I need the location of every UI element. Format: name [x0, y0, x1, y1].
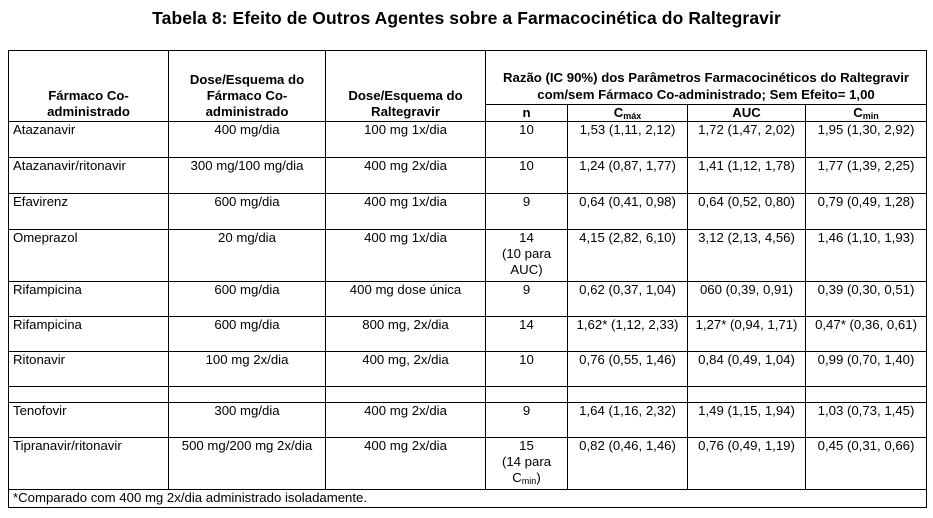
table-row: Efavirenz 600 mg/dia 400 mg 1x/dia 9 0,6…	[8, 193, 928, 230]
footnote: *Comparado com 400 mg 2x/dia administrad…	[7, 489, 928, 508]
cell-raltegravir-dose: 100 mg 1x/dia	[325, 121, 486, 158]
cell-auc: 0,64 (0,52, 0,80)	[687, 193, 806, 230]
cell-raltegravir-dose: 400 mg 2x/dia	[325, 437, 486, 490]
cell-drug-dose: 300 mg/100 mg/dia	[168, 157, 326, 194]
empty-row	[8, 386, 928, 403]
table-row: Tipranavir/ritonavir 500 mg/200 mg 2x/di…	[8, 437, 928, 490]
header-raltegravir-dose: Dose/Esquema do Raltegravir	[325, 50, 486, 122]
cell-cmin: 0,79 (0,49, 1,28)	[804, 193, 928, 230]
empty-cell	[567, 386, 688, 403]
cell-auc: 1,72 (1,47, 2,02)	[687, 121, 806, 158]
cell-n: 9	[485, 281, 568, 317]
empty-cell	[485, 386, 568, 403]
cell-drug-dose: 100 mg 2x/dia	[168, 351, 326, 387]
empty-cell	[325, 386, 486, 403]
header-auc: AUC	[687, 104, 806, 122]
cell-cmin: 0,45 (0,31, 0,66)	[804, 437, 928, 490]
header-ratio: Razão (IC 90%) dos Parâmetros Farmacocin…	[484, 50, 928, 105]
cell-raltegravir-dose: 400 mg 1x/dia	[325, 229, 486, 282]
cell-cmin: 1,95 (1,30, 2,92)	[804, 121, 928, 158]
cell-cmax: 0,82 (0,46, 1,46)	[567, 437, 688, 490]
table-row: Omeprazol 20 mg/dia 400 mg 1x/dia 14 (10 …	[8, 229, 928, 282]
cell-cmax: 1,64 (1,16, 2,32)	[567, 402, 688, 438]
cell-n: 10	[485, 157, 568, 194]
cell-n-note: (10 para AUC)	[501, 246, 552, 277]
cell-cmin: 1,77 (1,39, 2,25)	[804, 157, 928, 194]
footnote-row: *Comparado com 400 mg 2x/dia administrad…	[7, 489, 928, 508]
cell-n: 10	[485, 351, 568, 387]
empty-cell	[687, 386, 806, 403]
header-row: Fármaco Co-administrado Dose/Esquema do …	[8, 50, 928, 122]
cell-drug: Atazanavir	[8, 121, 169, 158]
cell-drug-dose: 600 mg/dia	[168, 281, 326, 317]
table-title: Tabela 8: Efeito de Outros Agentes sobre…	[152, 8, 781, 28]
cell-cmin: 0,47* (0,36, 0,61)	[804, 316, 928, 352]
cell-n: 14	[485, 316, 568, 352]
header-cmax: Cmáx	[567, 104, 688, 122]
cell-auc: 3,12 (2,13, 4,56)	[687, 229, 806, 282]
cell-drug-dose: 300 mg/dia	[168, 402, 326, 438]
table-row: Rifampicina 600 mg/dia 800 mg, 2x/dia 14…	[8, 316, 928, 352]
cell-drug: Atazanavir/ritonavir	[8, 157, 169, 194]
cell-n: 9	[485, 402, 568, 438]
cell-n: 9	[485, 193, 568, 230]
header-drug: Fármaco Co-administrado	[8, 50, 169, 122]
cell-auc: 1,49 (1,15, 1,94)	[687, 402, 806, 438]
header-cmin: Cmin	[804, 104, 928, 122]
cell-cmax: 1,62* (1,12, 2,33)	[567, 316, 688, 352]
cell-cmin: 1,03 (0,73, 1,45)	[804, 402, 928, 438]
cell-auc: 1,41 (1,12, 1,78)	[687, 157, 806, 194]
cell-raltegravir-dose: 400 mg 2x/dia	[325, 402, 486, 438]
cell-drug-dose: 500 mg/200 mg 2x/dia	[168, 437, 326, 490]
cell-cmax: 1,24 (0,87, 1,77)	[567, 157, 688, 194]
cell-drug: Efavirenz	[8, 193, 169, 230]
cell-drug-dose: 20 mg/dia	[168, 229, 326, 282]
cell-raltegravir-dose: 400 mg 2x/dia	[325, 157, 486, 194]
empty-cell	[168, 386, 326, 403]
cell-n: 15 (14 para Cmin)	[485, 437, 568, 490]
cell-cmax: 0,62 (0,37, 1,04)	[567, 281, 688, 317]
cell-raltegravir-dose: 400 mg dose única	[325, 281, 486, 317]
cell-drug-dose: 600 mg/dia	[168, 193, 326, 230]
empty-cell	[8, 386, 169, 403]
cell-auc: 1,27* (0,94, 1,71)	[687, 316, 806, 352]
cell-cmax: 0,64 (0,41, 0,98)	[567, 193, 688, 230]
cell-cmin: 0,39 (0,30, 0,51)	[804, 281, 928, 317]
pharmacokinetics-table: Fármaco Co-administrado Dose/Esquema do …	[7, 50, 928, 508]
cell-drug-dose: 600 mg/dia	[168, 316, 326, 352]
cell-raltegravir-dose: 800 mg, 2x/dia	[325, 316, 486, 352]
cell-n-note: (14 para	[501, 454, 552, 469]
table-row: Atazanavir/ritonavir 300 mg/100 mg/dia 4…	[8, 157, 928, 194]
cell-cmin: 0,99 (0,70, 1,40)	[804, 351, 928, 387]
table-row: Atazanavir 400 mg/dia 100 mg 1x/dia 10 1…	[8, 121, 928, 158]
cell-cmin: 1,46 (1,10, 1,93)	[804, 229, 928, 282]
cell-drug: Rifampicina	[8, 281, 169, 317]
empty-cell	[804, 386, 928, 403]
cell-auc: 0,76 (0,49, 1,19)	[687, 437, 806, 490]
cell-drug: Omeprazol	[8, 229, 169, 282]
cell-auc: 060 (0,39, 0,91)	[687, 281, 806, 317]
cell-drug-dose: 400 mg/dia	[168, 121, 326, 158]
cell-drug: Ritonavir	[8, 351, 169, 387]
cell-cmax: 0,76 (0,55, 1,46)	[567, 351, 688, 387]
cell-cmax: 1,53 (1,11, 2,12)	[567, 121, 688, 158]
table-row: Tenofovir 300 mg/dia 400 mg 2x/dia 9 1,6…	[8, 402, 928, 438]
header-drug-dose: Dose/Esquema do Fármaco Co-administrado	[168, 50, 326, 122]
cell-raltegravir-dose: 400 mg, 2x/dia	[325, 351, 486, 387]
cell-raltegravir-dose: 400 mg 1x/dia	[325, 193, 486, 230]
cell-drug: Tipranavir/ritonavir	[8, 437, 169, 490]
cell-drug: Tenofovir	[8, 402, 169, 438]
table-row: Ritonavir 100 mg 2x/dia 400 mg, 2x/dia 1…	[8, 351, 928, 387]
cell-drug: Rifampicina	[8, 316, 169, 352]
cell-cmax: 4,15 (2,82, 6,10)	[567, 229, 688, 282]
cell-n: 14 (10 para AUC)	[485, 229, 568, 282]
cell-auc: 0,84 (0,49, 1,04)	[687, 351, 806, 387]
cell-n: 10	[485, 121, 568, 158]
table-row: Rifampicina 600 mg/dia 400 mg dose única…	[8, 281, 928, 317]
header-n: n	[485, 104, 568, 122]
